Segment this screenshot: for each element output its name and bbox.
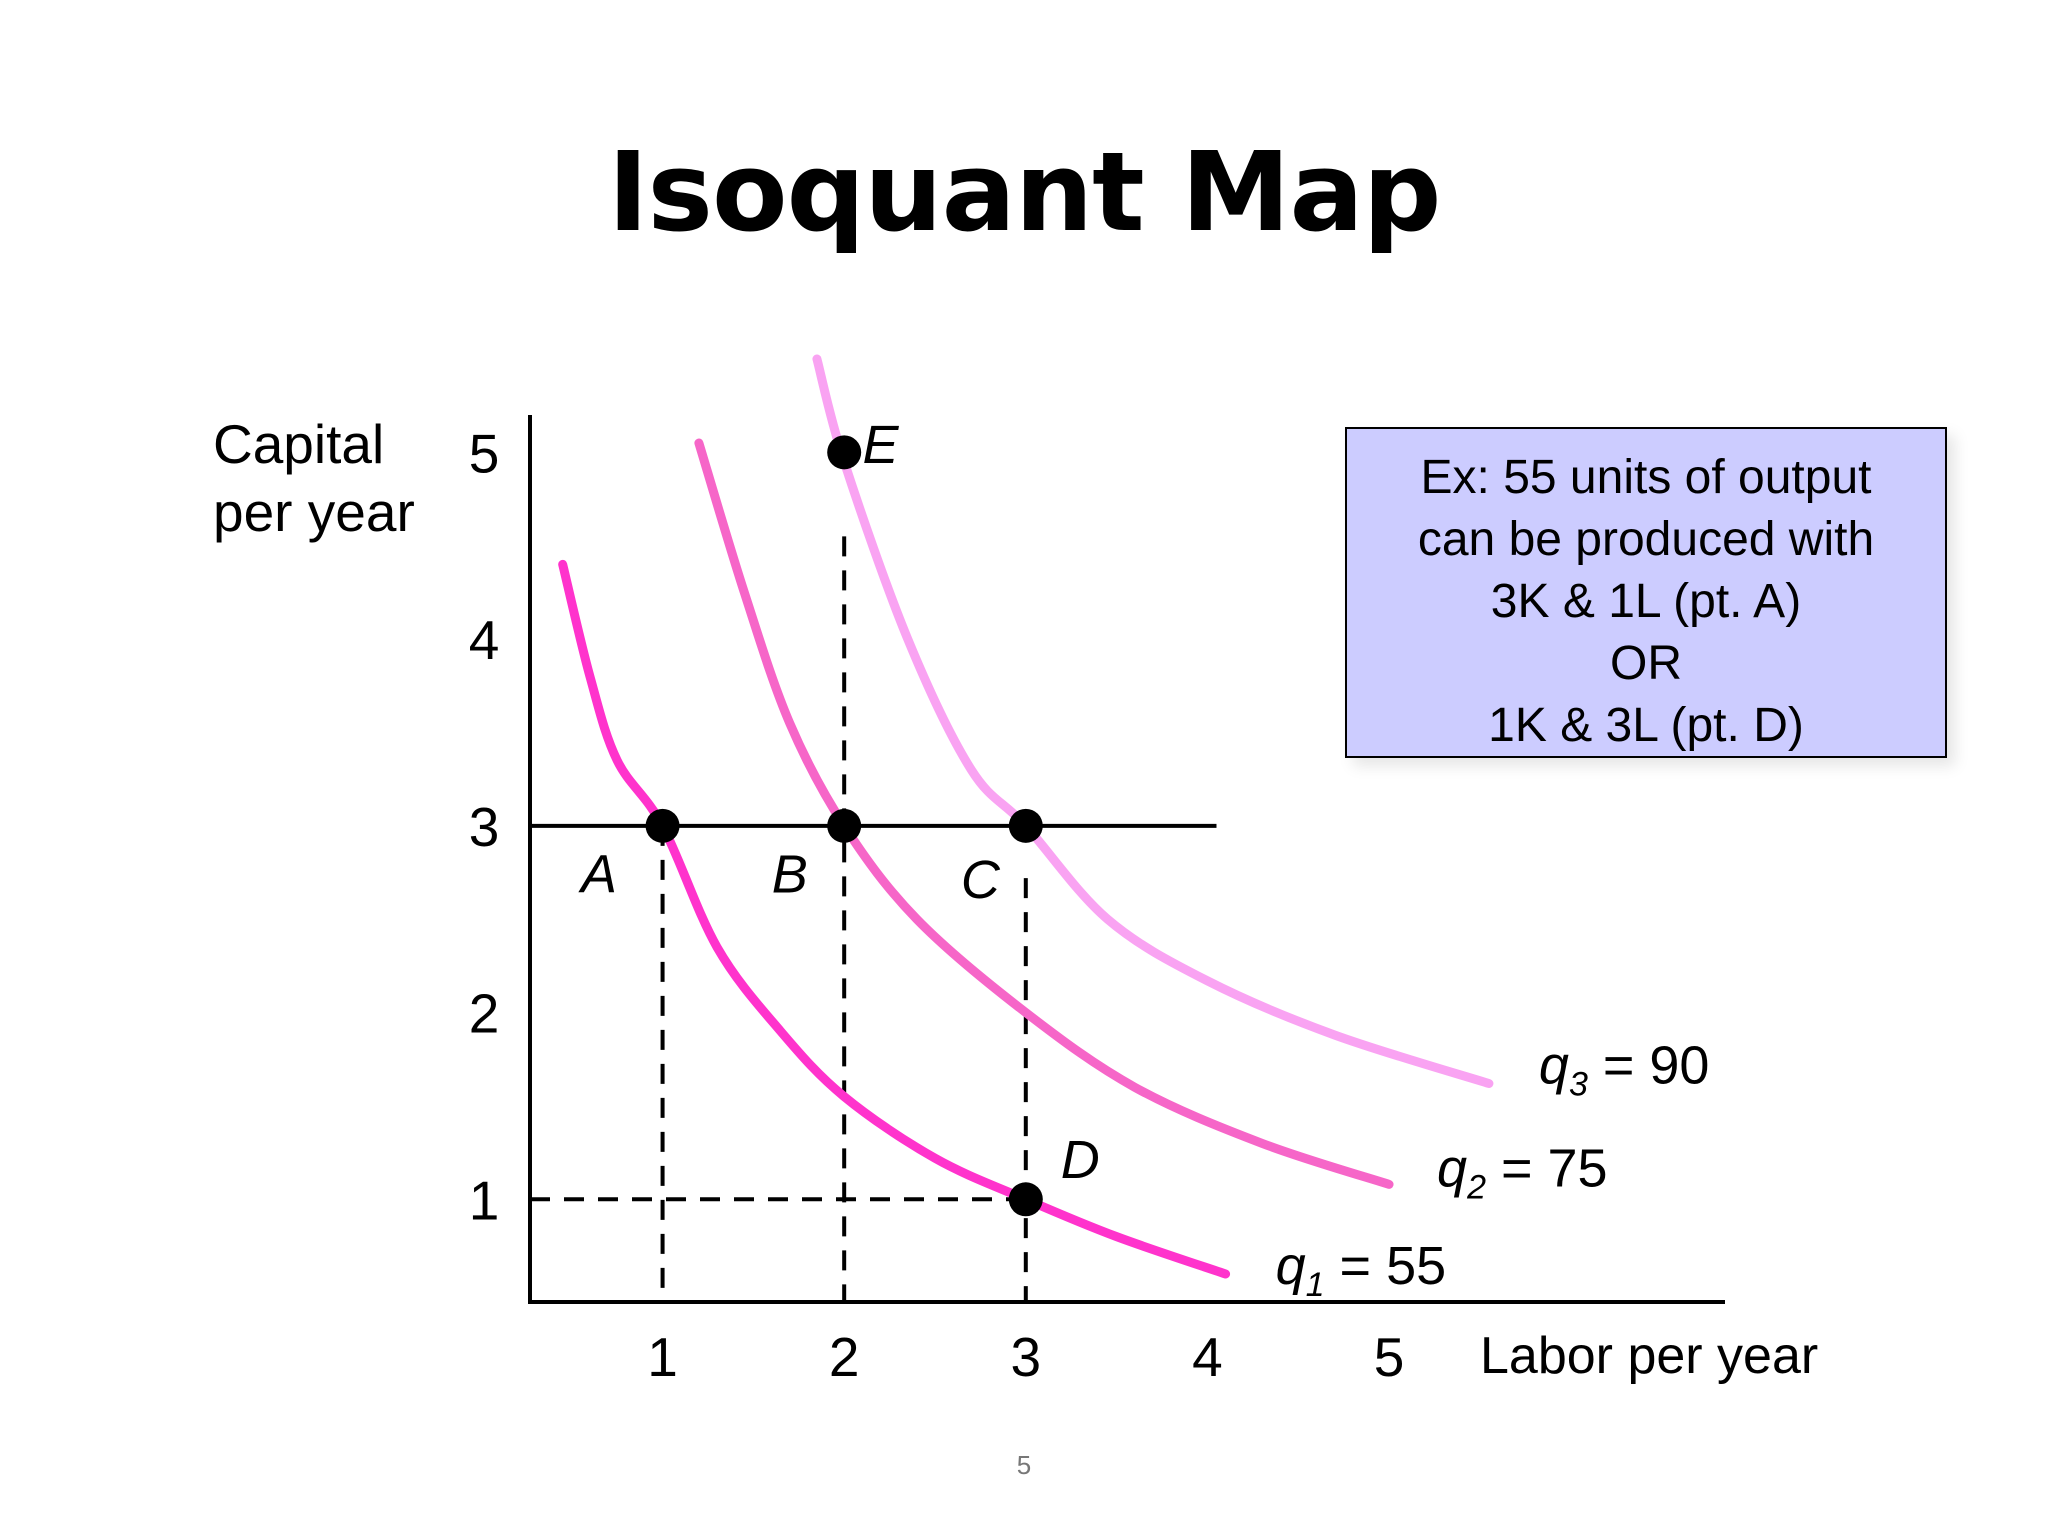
point-label-a: A bbox=[578, 845, 617, 905]
note-line: can be produced with bbox=[1417, 513, 1875, 566]
y-tick-label: 3 bbox=[469, 796, 500, 858]
note-line: 3K & 1L (pt. A) bbox=[1490, 575, 1802, 628]
point-a bbox=[645, 808, 680, 843]
slide-page-number: 5 bbox=[1016, 1450, 1032, 1480]
x-tick-label: 2 bbox=[829, 1326, 860, 1388]
note-line: Ex: 55 units of output bbox=[1420, 451, 1872, 504]
point-label-c: C bbox=[961, 850, 1001, 910]
curve-label-q3: q3 = 90 bbox=[1539, 1036, 1710, 1104]
y-tick-label: 2 bbox=[469, 983, 500, 1045]
x-tick-label: 4 bbox=[1192, 1326, 1223, 1388]
x-tick-label: 1 bbox=[647, 1326, 678, 1388]
isoquant-curve-q1 bbox=[558, 559, 1231, 1279]
point-e bbox=[827, 435, 862, 470]
y-tick-label: 5 bbox=[469, 422, 500, 484]
note-line: 1K & 3L (pt. D) bbox=[1488, 699, 1804, 752]
point-label-e: E bbox=[862, 415, 899, 475]
point-c bbox=[1008, 808, 1043, 843]
isoquant-curve-q2 bbox=[694, 438, 1394, 1189]
example-note-box: Ex: 55 units of output can be produced w… bbox=[1345, 427, 1947, 758]
curve-label-q2: q2 = 75 bbox=[1437, 1138, 1608, 1206]
y-axis-label: Capital per year bbox=[213, 410, 415, 546]
y-axis-label-line-1: Capital bbox=[213, 413, 385, 475]
point-label-b: B bbox=[772, 845, 808, 905]
point-d bbox=[1008, 1182, 1043, 1217]
note-line: OR bbox=[1610, 637, 1682, 690]
y-tick-label: 4 bbox=[469, 609, 500, 671]
point-label-d: D bbox=[1061, 1130, 1100, 1190]
x-axis-label: Labor per year bbox=[1480, 1327, 1818, 1385]
y-tick-label: 1 bbox=[469, 1169, 500, 1231]
slide-title: Isoquant Map bbox=[607, 128, 1442, 256]
point-b bbox=[827, 808, 862, 843]
y-axis-label-line-2: per year bbox=[213, 481, 415, 543]
x-tick-label: 5 bbox=[1374, 1326, 1405, 1388]
x-tick-label: 3 bbox=[1011, 1326, 1042, 1388]
curve-label-q1: q1 = 55 bbox=[1276, 1236, 1447, 1304]
